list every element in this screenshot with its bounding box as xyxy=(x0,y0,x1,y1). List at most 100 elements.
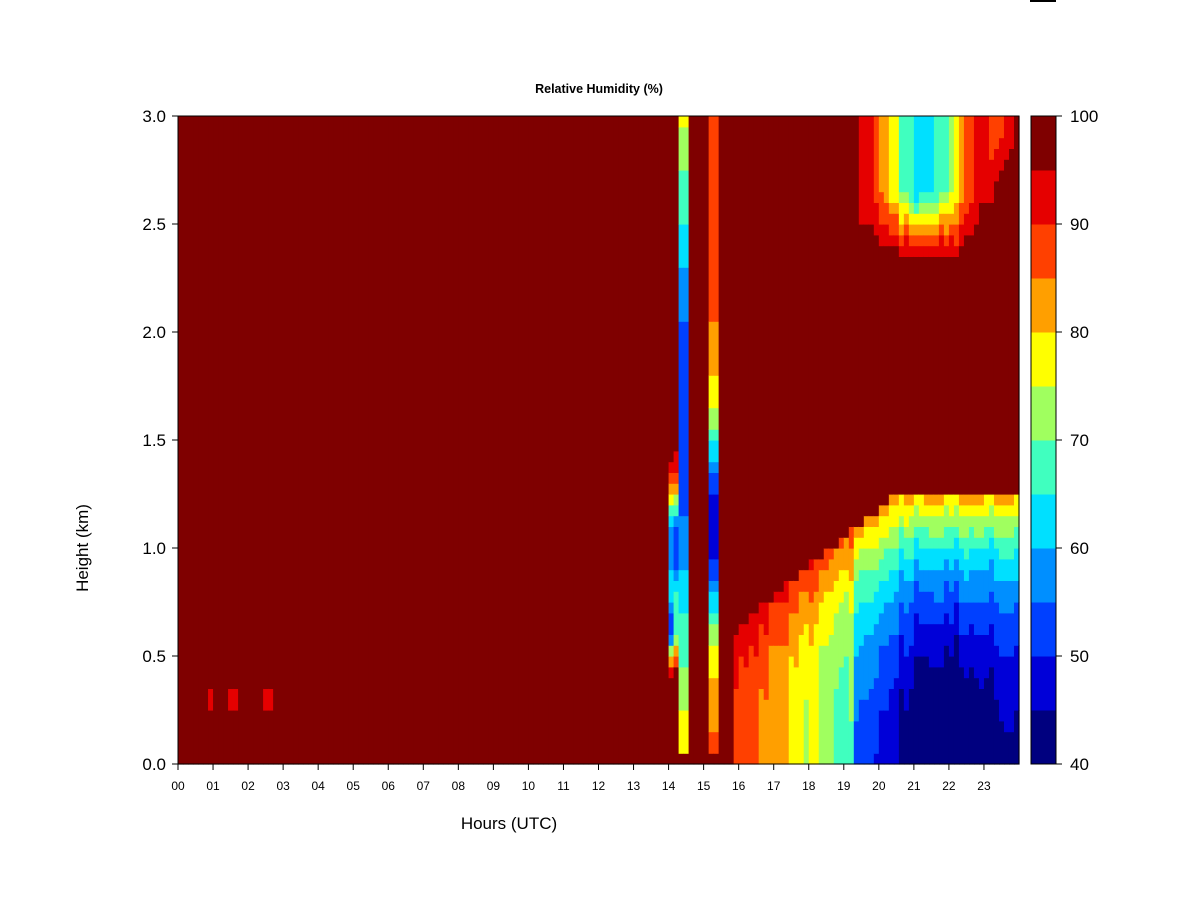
heat-cell xyxy=(648,116,655,765)
heat-cell xyxy=(963,504,970,517)
x-axis-label: Hours (UTC) xyxy=(461,814,557,833)
heat-cell xyxy=(1008,504,1015,517)
heat-cell xyxy=(738,116,745,625)
heat-cell xyxy=(1003,494,1010,506)
heat-cell xyxy=(788,656,795,765)
heat-cell xyxy=(673,472,680,484)
heat-cell xyxy=(928,548,935,571)
heat-cell xyxy=(883,202,890,225)
colorbar-swatch xyxy=(1031,386,1056,441)
heat-cell xyxy=(998,515,1005,538)
heat-cell xyxy=(273,116,279,765)
heat-cell xyxy=(858,548,865,571)
heat-cell xyxy=(778,645,785,765)
heat-cell xyxy=(768,116,775,603)
heat-cell xyxy=(708,731,715,754)
heat-cell xyxy=(863,116,870,225)
heat-cell xyxy=(988,526,995,538)
heat-cell xyxy=(873,623,880,679)
heat-cell xyxy=(923,224,930,236)
heat-cell xyxy=(748,612,755,646)
heat-cell xyxy=(493,116,499,765)
heat-cell xyxy=(713,494,720,560)
heat-cell xyxy=(988,159,995,203)
x-tick-label: 15 xyxy=(697,779,711,793)
heat-cell xyxy=(683,267,690,322)
heat-cell xyxy=(958,224,965,247)
heat-cell xyxy=(893,569,900,592)
heat-cell xyxy=(548,116,555,765)
heat-cell xyxy=(708,375,715,409)
heat-cell xyxy=(993,116,1000,149)
heat-cell xyxy=(878,191,885,225)
heat-cell xyxy=(708,580,715,592)
colorbar-tick-label: 50 xyxy=(1070,647,1089,666)
heat-cell xyxy=(713,407,720,430)
heat-cell xyxy=(903,191,910,203)
heat-cell xyxy=(823,591,830,646)
x-tick-label: 02 xyxy=(241,779,255,793)
heat-cell xyxy=(878,580,885,614)
colorbar-tick-label: 90 xyxy=(1070,215,1089,234)
heat-cell xyxy=(943,504,950,527)
heat-cell xyxy=(888,504,895,527)
heat-cell xyxy=(923,569,930,592)
heat-cell xyxy=(838,537,845,549)
heat-cell xyxy=(883,245,890,506)
heat-cell xyxy=(323,116,329,765)
heat-cell xyxy=(953,224,960,247)
x-tick-label: 00 xyxy=(171,779,185,793)
heat-cell xyxy=(958,537,965,549)
heat-cell xyxy=(228,116,234,689)
heat-cell xyxy=(903,202,910,214)
heat-cell xyxy=(923,234,930,247)
heat-cell xyxy=(943,202,950,214)
heat-cell xyxy=(868,569,875,603)
corner-mark xyxy=(1030,0,1056,2)
heat-cell xyxy=(668,656,675,668)
heat-cell xyxy=(333,116,339,765)
heat-cell xyxy=(848,548,855,581)
heat-cell xyxy=(883,224,890,247)
heat-cell xyxy=(993,580,1000,603)
heat-cell xyxy=(793,116,800,581)
colorbar-swatch xyxy=(1031,602,1056,657)
heat-cell xyxy=(888,234,895,247)
heat-cell xyxy=(938,602,945,625)
heat-cell xyxy=(513,116,520,765)
heat-cell xyxy=(823,548,830,571)
heat-cell xyxy=(458,116,464,765)
heat-cell xyxy=(413,116,419,765)
heat-cell xyxy=(1008,580,1015,614)
heat-cell xyxy=(943,256,950,495)
heat-cell xyxy=(998,504,1005,517)
heat-cell xyxy=(963,116,970,214)
heat-cell xyxy=(433,116,439,765)
heat-cell xyxy=(858,699,865,765)
heat-cell xyxy=(988,537,995,560)
heat-cell xyxy=(363,116,369,765)
heat-cell xyxy=(393,116,399,765)
heat-cell xyxy=(758,688,765,765)
heat-cell xyxy=(673,569,680,581)
heat-cell xyxy=(883,710,890,765)
heat-cell xyxy=(968,548,975,571)
heat-cell xyxy=(948,224,955,236)
heat-cell xyxy=(778,602,785,646)
heat-cell xyxy=(398,116,404,765)
heat-cell xyxy=(543,116,550,765)
heat-cell xyxy=(908,224,915,236)
chart-title: Relative Humidity (%) xyxy=(535,82,663,96)
heat-cell xyxy=(888,569,895,603)
heat-cell xyxy=(908,494,915,506)
heat-cell xyxy=(808,558,815,571)
heat-cell xyxy=(968,504,975,517)
colorbar: 40 50 60 70 80 90 100 xyxy=(1030,107,1098,774)
heat-cell xyxy=(888,213,895,236)
heat-cell xyxy=(928,569,935,592)
heat-cell xyxy=(788,612,795,657)
heat-cell xyxy=(943,612,950,646)
heat-cell xyxy=(868,688,875,765)
heat-cell xyxy=(953,245,960,257)
heat-cell xyxy=(773,591,780,603)
